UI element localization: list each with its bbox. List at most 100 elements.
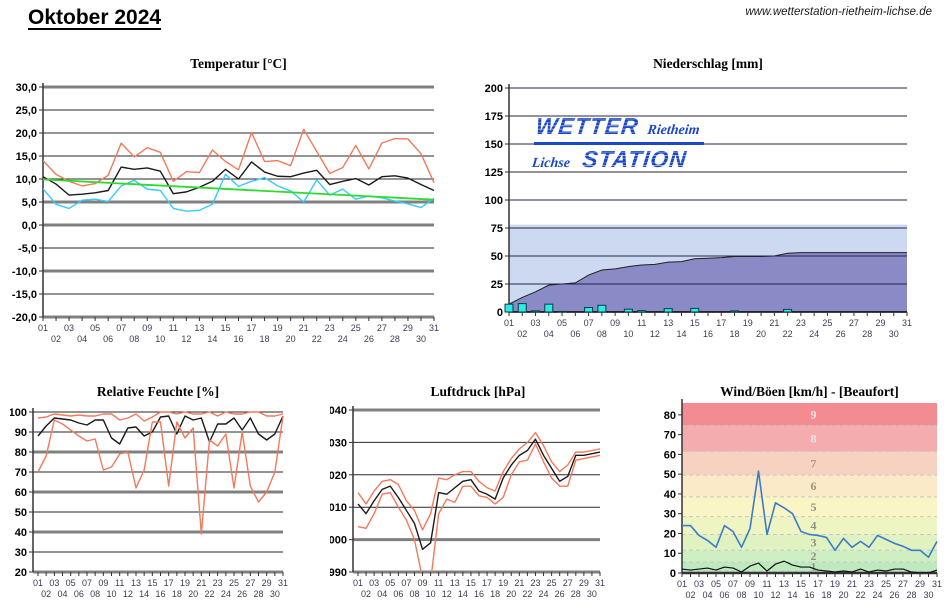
x-tick-label: 03 xyxy=(64,323,74,333)
x-tick-label: 22 xyxy=(783,329,793,339)
y-tick-label: 75 xyxy=(491,223,503,235)
x-tick-label: 11 xyxy=(637,318,646,328)
x-tick-label: 09 xyxy=(745,579,755,589)
x-tick-label: 06 xyxy=(103,334,113,344)
precip-bar xyxy=(690,307,700,313)
x-tick-label: 07 xyxy=(728,579,738,589)
cumulative-outline xyxy=(508,252,907,305)
x-tick-label: 10 xyxy=(106,589,116,599)
x-tick-label: 16 xyxy=(155,589,165,599)
x-tick-label: 27 xyxy=(563,578,573,588)
x-tick-label: 09 xyxy=(418,578,428,588)
x-tick-label: 28 xyxy=(862,329,872,339)
x-tick-label: 25 xyxy=(881,579,891,589)
x-tick-label: 13 xyxy=(131,578,141,588)
precipitation-chart: Niederschlag [mm] 0 25 50 75 100 125 150 175 200… xyxy=(470,55,948,355)
x-tick-label: 29 xyxy=(915,579,925,589)
y-tick-label: 60 xyxy=(664,449,676,461)
x-tick-label: 29 xyxy=(403,323,413,333)
y-tick-label: 100 xyxy=(10,407,27,419)
x-tick-label: 27 xyxy=(849,318,859,328)
x-tick-label: 16 xyxy=(474,589,484,599)
y-tick-label: 0,0 xyxy=(22,220,37,232)
x-tick-label: 03 xyxy=(694,579,704,589)
x-tick-label: 14 xyxy=(676,329,686,339)
precip-bar xyxy=(623,308,633,313)
pressure-chart-title: Luftdruck [hPa] xyxy=(430,384,526,399)
y-tick-label: 80 xyxy=(664,410,676,422)
x-tick-label: 23 xyxy=(864,579,874,589)
x-tick-label: 05 xyxy=(385,578,395,588)
x-tick-label: 05 xyxy=(90,323,100,333)
x-tick-label: 05 xyxy=(711,579,721,589)
x-tick-label: 24 xyxy=(221,589,231,599)
x-tick-label: 21 xyxy=(196,578,206,588)
x-tick-label: 20 xyxy=(838,590,848,600)
y-tick-label: 90 xyxy=(15,427,27,439)
x-tick-label: 11 xyxy=(115,578,124,588)
x-tick-label: 04 xyxy=(702,590,712,600)
x-tick-label: 14 xyxy=(139,589,149,599)
x-tick-label: 09 xyxy=(142,323,152,333)
x-tick-label: 12 xyxy=(123,589,133,599)
x-tick-label: 30 xyxy=(587,589,597,599)
x-tick-label: 23 xyxy=(213,578,223,588)
x-tick-label: 10 xyxy=(426,589,436,599)
x-tick-label: 02 xyxy=(517,329,527,339)
precip-bar xyxy=(783,308,793,313)
x-tick-label: 26 xyxy=(889,590,899,600)
y-tick-label: 1010 xyxy=(330,502,347,514)
precip-bar xyxy=(517,303,527,313)
x-tick-label: 08 xyxy=(736,590,746,600)
x-tick-label: 17 xyxy=(247,323,257,333)
y-tick-label: 10,0 xyxy=(16,174,37,186)
y-tick-label: 15,0 xyxy=(16,151,37,163)
x-tick-label: 13 xyxy=(194,323,204,333)
humidity-chart-canvas: 2030405060708090100010203040506070809101… xyxy=(10,407,288,599)
x-tick-label: 26 xyxy=(836,329,846,339)
y-tick-label: -20,0 xyxy=(12,312,37,324)
y-tick-label: 10 xyxy=(664,548,676,560)
beaufort-band xyxy=(682,425,937,452)
x-tick-label: 18 xyxy=(260,334,270,344)
x-tick-label: 15 xyxy=(690,318,700,328)
x-tick-label: 20 xyxy=(286,334,296,344)
humidity-chart: Relative Feuchte [%] 20 30 40 50 60 70 80 90 100… xyxy=(10,383,320,612)
logo-lichse-text: Lichse xyxy=(531,156,571,171)
x-tick-label: 08 xyxy=(90,589,100,599)
x-tick-label: 10 xyxy=(753,590,763,600)
x-tick-label: 22 xyxy=(855,590,865,600)
logo-wetter-text: WETTER xyxy=(534,113,641,139)
x-tick-label: 19 xyxy=(180,578,190,588)
humidity-chart-title: Relative Feuchte [%] xyxy=(96,384,220,399)
x-tick-label: 21 xyxy=(769,318,779,328)
logo-station-text: STATION xyxy=(581,146,689,172)
x-tick-label: 24 xyxy=(809,329,819,339)
y-tick-label: 175 xyxy=(485,111,503,123)
beaufort-band xyxy=(682,403,937,426)
station-logo-row2: Lichse STATION xyxy=(531,145,704,173)
precipitation-chart-title: Niederschlag [mm] xyxy=(653,56,763,71)
x-tick-label: 25 xyxy=(351,323,361,333)
precip-bar xyxy=(584,307,594,313)
x-tick-label: 20 xyxy=(188,589,198,599)
y-tick-label: 0 xyxy=(670,568,676,580)
x-tick-label: 11 xyxy=(434,578,443,588)
x-tick-label: 21 xyxy=(514,578,524,588)
y-tick-label: -15,0 xyxy=(12,289,37,301)
x-tick-label: 17 xyxy=(164,578,174,588)
beaufort-band xyxy=(682,496,937,517)
x-tick-label: 10 xyxy=(623,329,633,339)
x-tick-label: 04 xyxy=(544,329,554,339)
x-tick-label: 14 xyxy=(458,589,468,599)
station-logo-row1: WETTER Rietheim xyxy=(533,113,708,145)
y-tick-label: 1030 xyxy=(330,437,347,449)
x-tick-label: 14 xyxy=(787,590,797,600)
precip-bar xyxy=(637,310,647,313)
x-tick-label: 29 xyxy=(579,578,589,588)
x-tick-label: 24 xyxy=(338,334,348,344)
